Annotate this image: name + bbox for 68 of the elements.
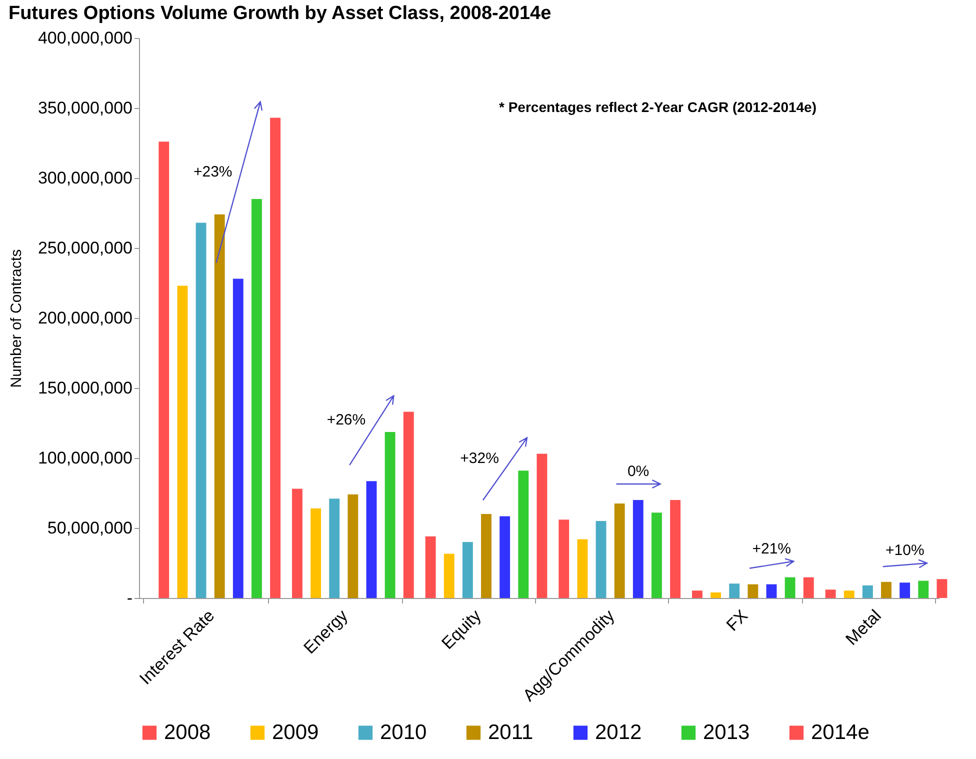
annotation: 0% bbox=[627, 463, 650, 480]
bar bbox=[329, 498, 340, 598]
bar bbox=[803, 577, 814, 598]
bar bbox=[177, 286, 188, 598]
bar bbox=[710, 592, 722, 598]
bar bbox=[748, 584, 758, 598]
annotation: +23% bbox=[193, 163, 232, 180]
bar bbox=[729, 584, 740, 598]
bar bbox=[158, 142, 170, 598]
bar bbox=[196, 222, 206, 598]
bar bbox=[270, 118, 281, 598]
bar bbox=[918, 580, 929, 598]
bar bbox=[366, 481, 377, 598]
bar bbox=[462, 542, 473, 598]
legend-label: 2009 bbox=[272, 720, 319, 744]
bar bbox=[881, 582, 892, 598]
bar bbox=[766, 584, 777, 598]
bar bbox=[536, 454, 548, 598]
bar bbox=[670, 500, 681, 598]
annotation: +26% bbox=[326, 411, 366, 428]
bar bbox=[936, 579, 948, 598]
y-tick-label: 100,000,000 bbox=[38, 448, 132, 468]
y-tick-label: 300,000,000 bbox=[38, 168, 132, 188]
y-tick-label: 200,000,000 bbox=[38, 308, 132, 328]
legend-label: 2011 bbox=[488, 720, 534, 744]
annotation: * Percentages reflect 2-Year CAGR (2012-2014e) bbox=[499, 99, 817, 115]
bar bbox=[558, 520, 570, 598]
bar bbox=[481, 514, 492, 598]
bar bbox=[900, 582, 910, 598]
y-tick-label: - bbox=[126, 588, 132, 608]
bar bbox=[577, 539, 588, 598]
y-axis-title: Number of Contracts bbox=[8, 249, 25, 388]
y-tick-label: 400,000,000 bbox=[38, 28, 132, 48]
legend-label: 2010 bbox=[380, 720, 427, 744]
annotation: +10% bbox=[886, 542, 924, 560]
y-tick-label: 250,000,000 bbox=[38, 238, 132, 258]
legend-label: 2013 bbox=[703, 720, 750, 744]
bar bbox=[518, 470, 529, 598]
legend-label: 2012 bbox=[595, 720, 642, 744]
bar bbox=[232, 278, 244, 598]
chart-title: Futures Options Volume Growth by Asset Class, 2008-2014e bbox=[8, 3, 552, 24]
legend-label: 2008 bbox=[164, 720, 211, 744]
bar bbox=[214, 214, 225, 598]
annotation: +32% bbox=[460, 450, 499, 468]
bar bbox=[596, 521, 606, 598]
annotation: +21% bbox=[752, 540, 792, 558]
bar bbox=[384, 432, 396, 598]
bar bbox=[784, 577, 796, 598]
bar bbox=[348, 494, 358, 598]
bar bbox=[425, 536, 436, 598]
bar bbox=[692, 590, 702, 598]
legend-label: 2014e bbox=[811, 720, 870, 744]
bar bbox=[252, 199, 262, 598]
bar bbox=[310, 508, 322, 598]
bar bbox=[632, 500, 644, 598]
bar bbox=[500, 516, 510, 598]
bar bbox=[844, 590, 854, 598]
bar bbox=[652, 512, 662, 598]
bar bbox=[292, 488, 302, 598]
y-tick-label: 350,000,000 bbox=[38, 98, 132, 118]
bar bbox=[862, 585, 873, 598]
y-tick-label: 50,000,000 bbox=[47, 518, 132, 538]
bar bbox=[444, 554, 454, 598]
bar bbox=[825, 590, 836, 598]
x-tick-label: FX bbox=[722, 606, 752, 635]
y-tick-label: 150,000,000 bbox=[38, 378, 132, 398]
bar bbox=[403, 412, 414, 598]
bar bbox=[614, 504, 625, 598]
